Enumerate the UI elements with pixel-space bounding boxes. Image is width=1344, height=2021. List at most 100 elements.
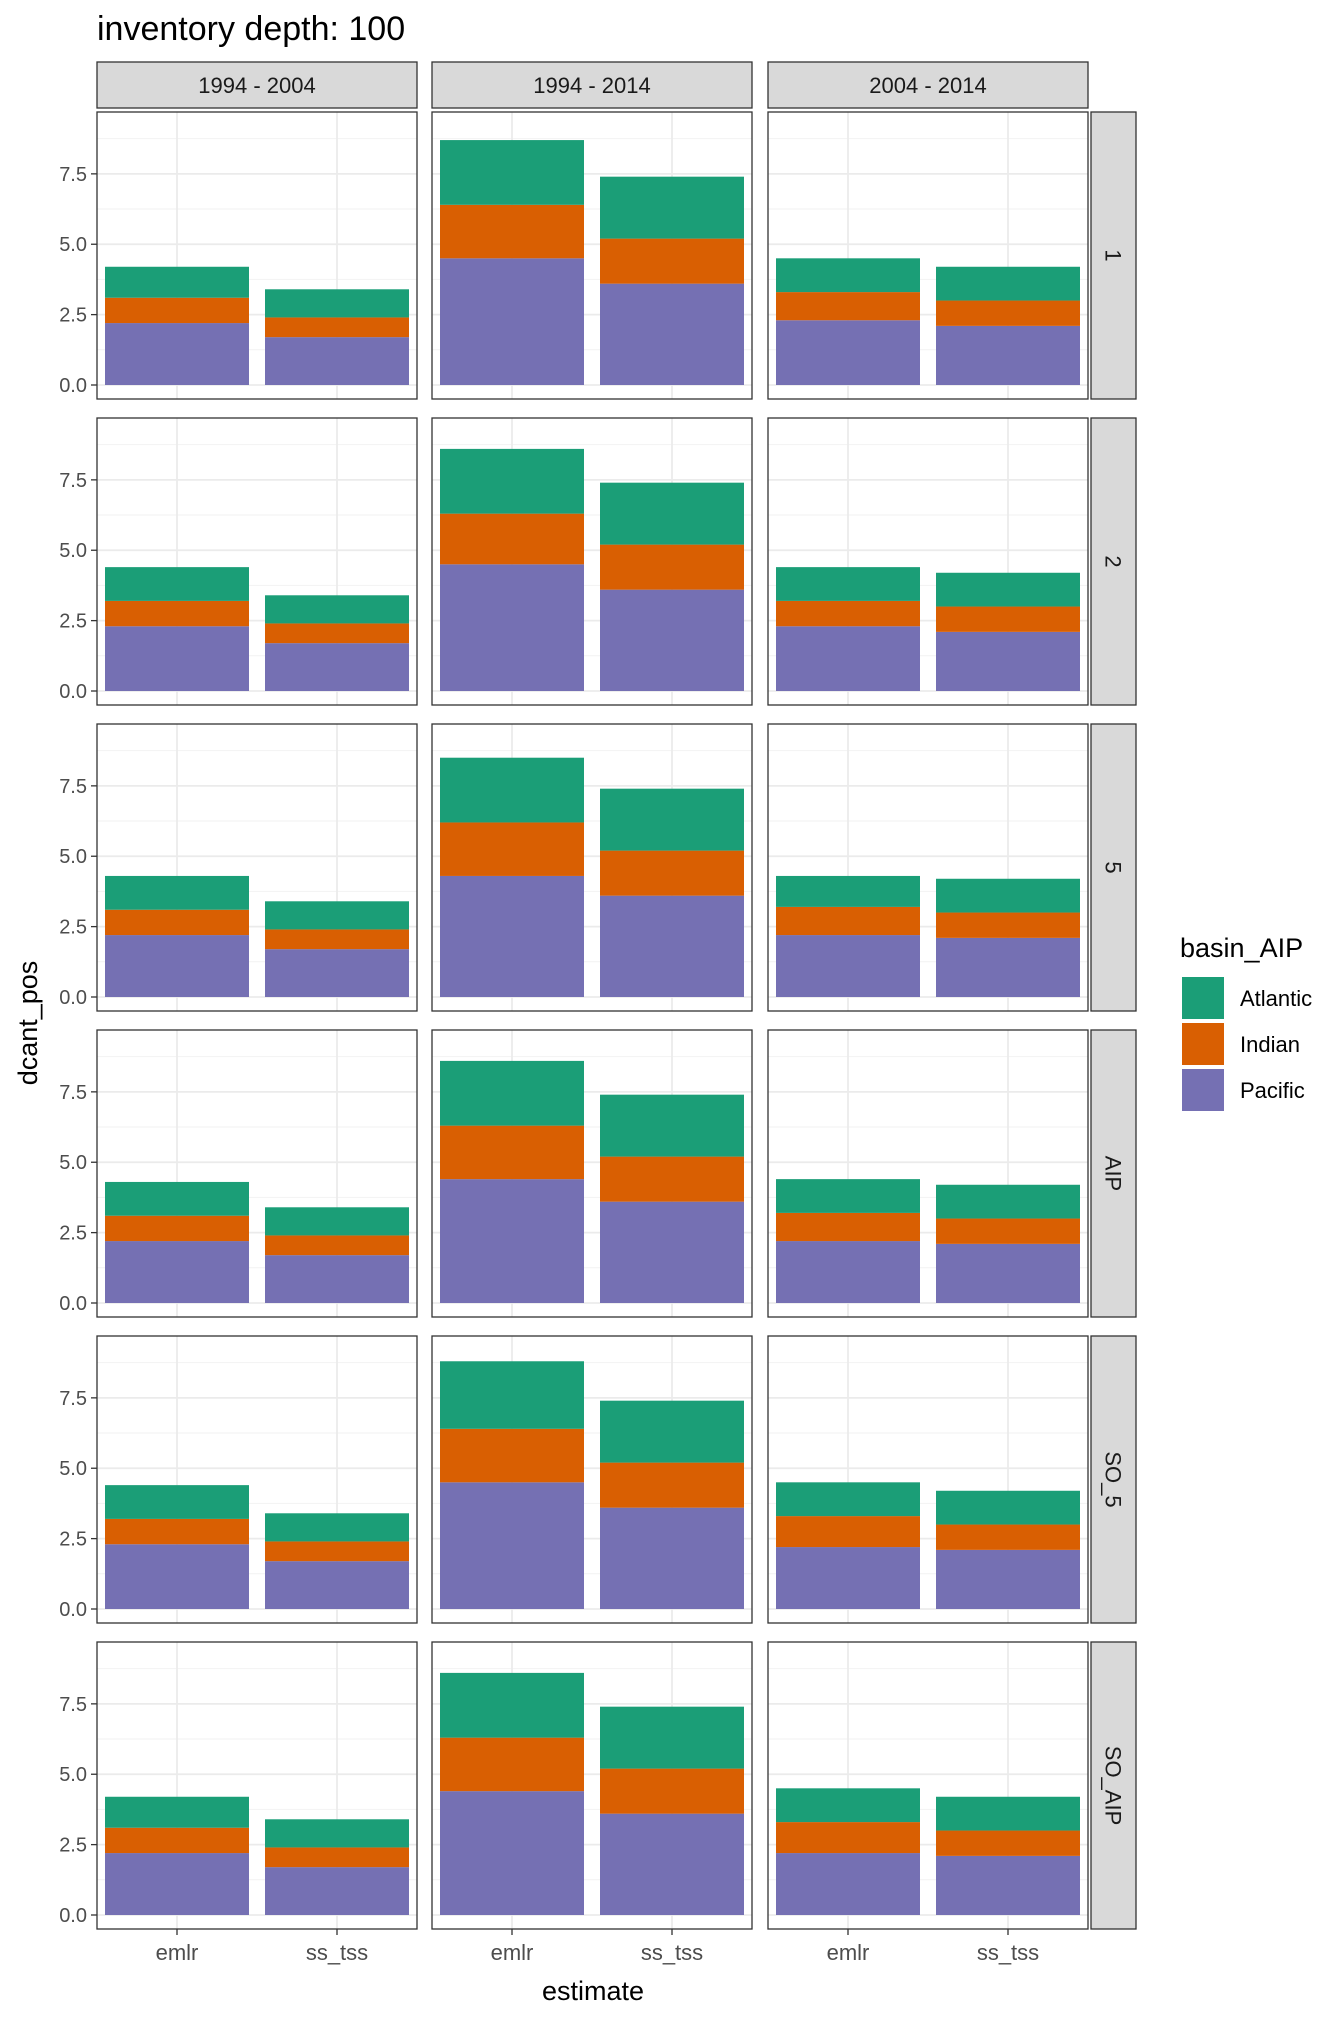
bar-segment-pacific bbox=[265, 949, 409, 997]
bar-segment-atlantic bbox=[776, 1179, 920, 1213]
y-tick-label: 2.5 bbox=[59, 305, 87, 327]
bar-segment-pacific bbox=[600, 283, 744, 385]
bar-segment-atlantic bbox=[105, 567, 249, 601]
column-strip-label: 1994 - 2014 bbox=[533, 73, 650, 98]
y-tick-label: 0.0 bbox=[59, 375, 87, 397]
y-tick-label: 0.0 bbox=[59, 1293, 87, 1315]
bar-segment-pacific bbox=[105, 1853, 249, 1915]
bar-segment-atlantic bbox=[265, 1819, 409, 1848]
bar-segment-atlantic bbox=[265, 1513, 409, 1542]
bar-segment-pacific bbox=[440, 258, 584, 385]
x-tick-label: ss_tss bbox=[977, 1940, 1039, 1965]
bar-segment-pacific bbox=[105, 323, 249, 385]
bar-segment-pacific bbox=[105, 1241, 249, 1303]
bar-segment-pacific bbox=[600, 1813, 744, 1915]
row-strip-label: SO_5 bbox=[1101, 1451, 1126, 1507]
bar-segment-atlantic bbox=[776, 258, 920, 293]
bar-segment-atlantic bbox=[105, 1485, 249, 1519]
bar-segment-atlantic bbox=[440, 140, 584, 205]
panel-border bbox=[431, 111, 753, 400]
row-strip-label: 1 bbox=[1101, 249, 1126, 261]
panel-border bbox=[767, 723, 1089, 1012]
bar-segment-indian bbox=[440, 822, 584, 876]
y-tick-label: 5.0 bbox=[59, 234, 87, 256]
column-strip bbox=[767, 61, 1089, 109]
y-tick-label: 2.5 bbox=[59, 917, 87, 939]
panel-border bbox=[767, 1029, 1089, 1318]
column-strip bbox=[96, 61, 418, 109]
row-strip bbox=[1090, 1641, 1137, 1930]
bar-segment-pacific bbox=[265, 643, 409, 691]
bar-segment-atlantic bbox=[105, 875, 249, 910]
panel-border bbox=[96, 417, 418, 706]
legend-key-atlantic bbox=[1182, 977, 1224, 1019]
bar-segment-atlantic bbox=[440, 757, 584, 823]
bar-segment-atlantic bbox=[440, 1672, 584, 1738]
bar-segment-atlantic bbox=[936, 1796, 1080, 1831]
y-tick-label: 7.5 bbox=[59, 776, 87, 798]
bar-segment-atlantic bbox=[936, 1490, 1080, 1525]
y-tick-label: 7.5 bbox=[59, 164, 87, 186]
bar-segment-indian bbox=[600, 1768, 744, 1814]
panel-border bbox=[96, 111, 418, 400]
bar-segment-pacific bbox=[776, 320, 920, 385]
bar-segment-indian bbox=[776, 906, 920, 936]
bar-segment-indian bbox=[600, 1462, 744, 1508]
column-strip bbox=[431, 61, 753, 109]
bar-segment-indian bbox=[105, 600, 249, 627]
bar-segment-atlantic bbox=[936, 266, 1080, 301]
legend-key-indian bbox=[1182, 1023, 1224, 1065]
column-strip-label: 1994 - 2004 bbox=[198, 73, 315, 98]
panel-border bbox=[96, 1335, 418, 1624]
x-tick-label: emlr bbox=[491, 1940, 534, 1965]
bar-segment-pacific bbox=[936, 1549, 1080, 1609]
bar-segment-atlantic bbox=[265, 595, 409, 624]
bar-segment-indian bbox=[936, 300, 1080, 326]
panel-border bbox=[431, 1641, 753, 1930]
bar-segment-pacific bbox=[776, 1853, 920, 1915]
bar-segment-indian bbox=[265, 317, 409, 338]
bar-segment-indian bbox=[105, 1215, 249, 1242]
bar-segment-atlantic bbox=[776, 875, 920, 907]
y-tick-label: 7.5 bbox=[59, 1082, 87, 1104]
bar-segment-pacific bbox=[776, 1241, 920, 1303]
bar-segment-indian bbox=[265, 1847, 409, 1868]
y-tick-label: 0.0 bbox=[59, 1905, 87, 1927]
y-tick-label: 0.0 bbox=[59, 1599, 87, 1621]
x-tick-label: ss_tss bbox=[641, 1940, 703, 1965]
bar-segment-atlantic bbox=[936, 878, 1080, 913]
bar-segment-atlantic bbox=[600, 788, 744, 851]
bar-segment-atlantic bbox=[600, 1400, 744, 1463]
y-axis-label: dcant_pos bbox=[13, 961, 43, 1086]
y-tick-label: 5.0 bbox=[59, 1458, 87, 1480]
panel-border bbox=[431, 1029, 753, 1318]
bar-segment-pacific bbox=[440, 1791, 584, 1915]
panel-border bbox=[431, 723, 753, 1012]
y-tick-label: 7.5 bbox=[59, 1388, 87, 1410]
bar-segment-indian bbox=[776, 600, 920, 627]
legend: basin_AIP Atlantic Indian Pacific bbox=[1180, 933, 1312, 1111]
panel-border bbox=[96, 1029, 418, 1318]
panel-border bbox=[767, 417, 1089, 706]
bar-segment-indian bbox=[936, 606, 1080, 632]
legend-label: Pacific bbox=[1240, 1078, 1305, 1103]
row-strip-label: AIP bbox=[1101, 1156, 1126, 1191]
bar-segment-atlantic bbox=[600, 176, 744, 239]
bar-segment-indian bbox=[600, 1156, 744, 1202]
bar-segment-pacific bbox=[936, 325, 1080, 385]
y-tick-label: 0.0 bbox=[59, 681, 87, 703]
bar-segment-indian bbox=[265, 623, 409, 644]
bar-segment-pacific bbox=[105, 1544, 249, 1609]
chart-title: inventory depth: 100 bbox=[97, 10, 405, 48]
column-strip-label: 2004 - 2014 bbox=[869, 73, 986, 98]
bar-segment-atlantic bbox=[265, 1207, 409, 1236]
bar-segment-indian bbox=[105, 909, 249, 936]
x-axis-label: estimate bbox=[542, 1976, 644, 2006]
bar-segment-pacific bbox=[265, 1561, 409, 1609]
panel-border bbox=[431, 417, 753, 706]
bar-segment-indian bbox=[105, 1827, 249, 1854]
bar-segment-pacific bbox=[265, 1255, 409, 1303]
bar-segment-atlantic bbox=[440, 448, 584, 514]
y-tick-label: 2.5 bbox=[59, 1529, 87, 1551]
